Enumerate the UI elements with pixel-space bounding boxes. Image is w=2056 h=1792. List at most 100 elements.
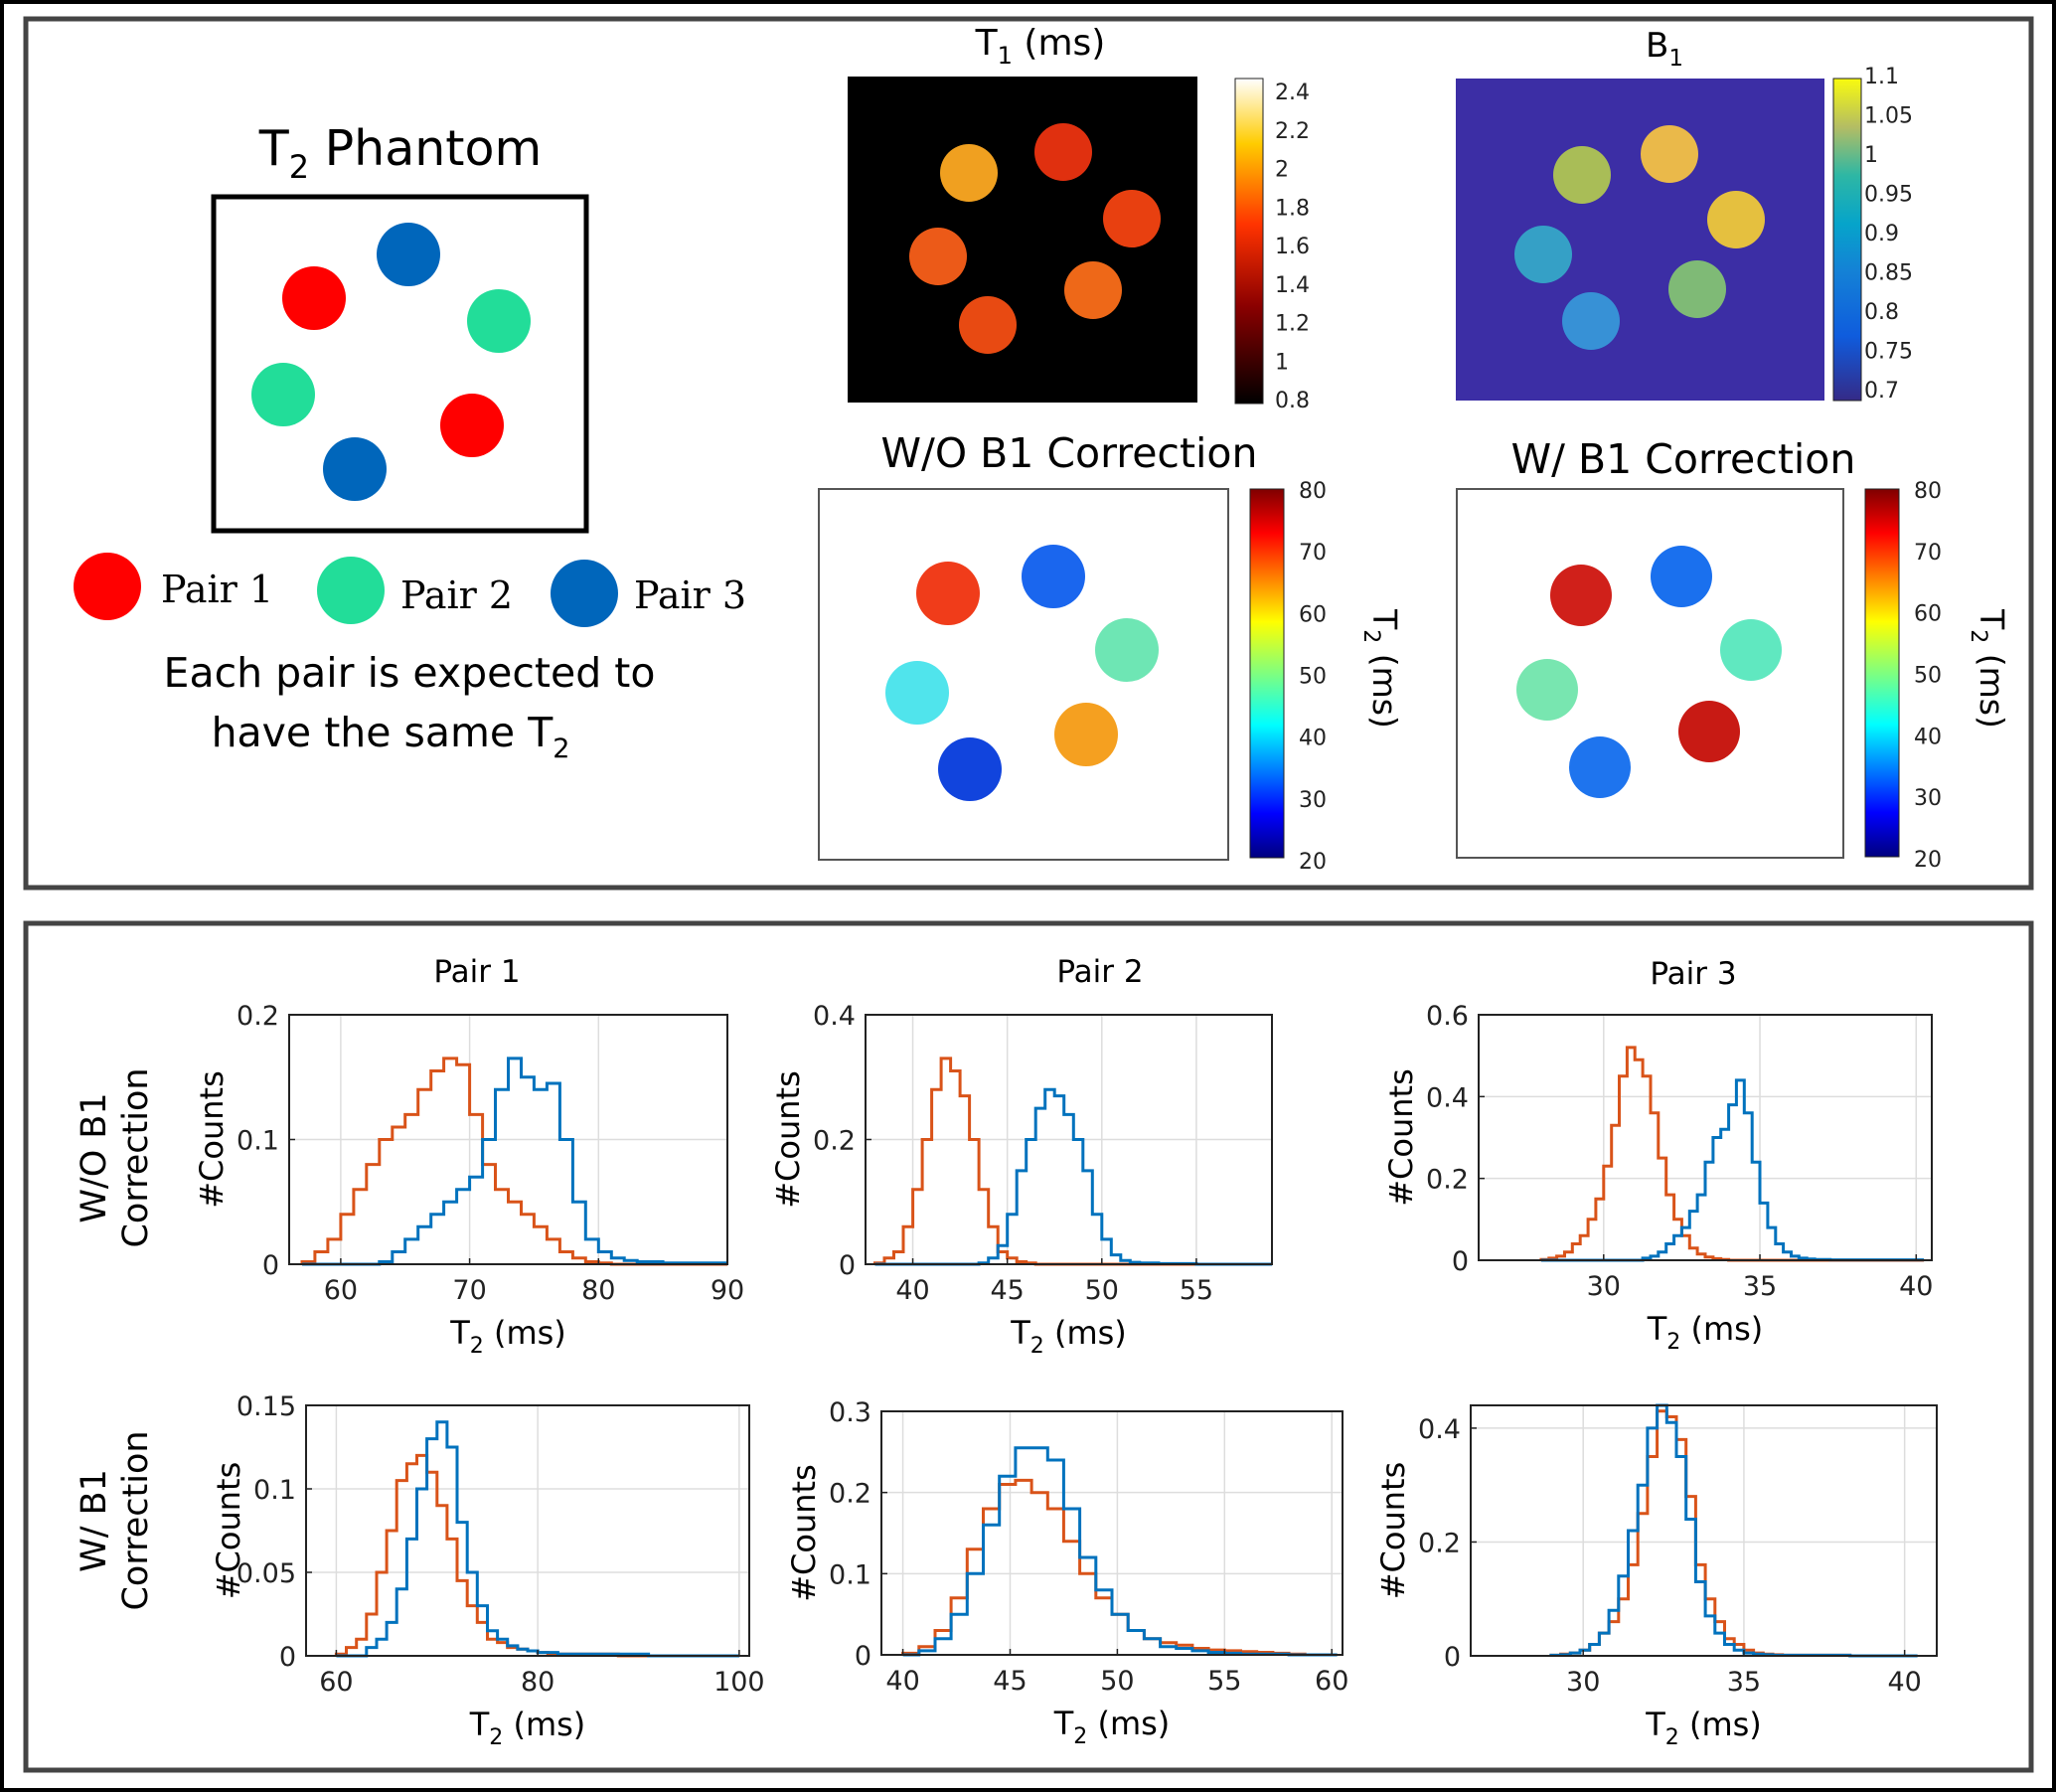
legend-caption-line2: have the same T2 [212, 709, 570, 764]
plot-frame [880, 1410, 1344, 1656]
x-axis-label: T2 (ms) [1645, 1706, 1762, 1750]
x-tick-label: 50 [1100, 1666, 1134, 1697]
y-tick-label: 0.1 [829, 1559, 871, 1590]
x-tick-label: 60 [319, 1667, 353, 1698]
t2-with-colorbar-ticks: 80 70 60 50 40 30 20 [1914, 479, 1942, 873]
x-axis-label: T2 (ms) [1010, 1314, 1127, 1359]
plot-area [1471, 1405, 1937, 1656]
x-axis-label: T2 (ms) [1053, 1705, 1171, 1749]
t2-with-colorbar-label: T2 (ms) [1966, 608, 2011, 729]
x-tick-label: 80 [581, 1275, 615, 1306]
t2-with-title: W/ B1 Correction [1511, 435, 1856, 483]
t1-map-vials [909, 123, 1161, 354]
y-axis-label: #Counts [769, 1070, 807, 1209]
phantom-vial-pair2-b [251, 363, 315, 426]
histogram-pair3-with-correction: 30 35 40 0 0.2 0.4#Counts T2 (ms) [1374, 1403, 1938, 1750]
y-tick-label: 0.1 [237, 1126, 279, 1157]
colorbar-tick-label: 0.8 [1864, 300, 1899, 325]
colorbar-tick-label: 2 [1275, 158, 1289, 183]
b1-map-vials [1514, 125, 1765, 350]
t2c-vial [1651, 546, 1712, 607]
t2-without-image [818, 488, 1229, 861]
t1-colorbar [1234, 78, 1264, 405]
y-axis-label: #Counts [210, 1462, 247, 1600]
t1-vial [940, 144, 998, 202]
colorbar-tick-label: 0.8 [1275, 389, 1310, 413]
x-tick-label: 60 [1315, 1666, 1348, 1697]
b1-vial [1668, 260, 1726, 318]
t2-with-image [1456, 488, 1844, 859]
colorbar-tick-label: 1.1 [1864, 65, 1899, 89]
b1-map-image [1456, 79, 1824, 401]
colorbar-tick-label: 2.2 [1275, 119, 1310, 144]
t1-vial [1103, 190, 1161, 247]
top-panel-frame [23, 16, 2034, 891]
b1-vial [1553, 146, 1611, 204]
x-axis-label: T2 (ms) [449, 1314, 566, 1359]
t2-with-vials [1516, 546, 1782, 798]
colorbar-tick-label: 50 [1914, 664, 1942, 689]
colorbar-tick-label: 0.95 [1864, 183, 1913, 208]
phantom-vial-pair3-a [377, 223, 440, 286]
x-tick-label: 40 [1887, 1667, 1921, 1698]
b1-vial [1514, 226, 1572, 283]
x-tick-label: 30 [1587, 1271, 1621, 1302]
colorbar-tick-label: 1.05 [1864, 104, 1913, 129]
y-tick-label: 0.2 [829, 1479, 871, 1510]
y-tick-label: 0.2 [813, 1126, 856, 1157]
y-tick-label: 0.6 [1426, 1001, 1469, 1032]
legend-caption-line1: Each pair is expected to [164, 649, 656, 697]
y-tick-label: 0.1 [253, 1475, 296, 1506]
phantom-vial-pair1-a [282, 266, 346, 330]
plot-area [306, 1405, 749, 1656]
t1-colorbar-ticks: 2.4 2.2 2 1.8 1.6 1.4 1.2 1 0.8 [1275, 81, 1310, 413]
histogram-series-blue [336, 1420, 739, 1658]
y-tick-label: 0 [1444, 1642, 1461, 1673]
x-tick-label: 35 [1743, 1271, 1777, 1302]
histogram-pair1-without-correction: 60 70 80 90 0 0.1 0.2 #Counts T2 (ms) [193, 1001, 744, 1359]
b1-colorbar [1832, 78, 1862, 402]
histogram-pair3-without-correction: 30 35 40 0 0.2 0.4 0.6 #Counts T2 (ms) [1382, 1001, 1933, 1355]
x-tick-label: 60 [324, 1275, 358, 1306]
histogram-series-blue [302, 1057, 727, 1266]
colorbar-tick-label: 1 [1864, 143, 1878, 168]
y-axis-label: #Counts [1374, 1462, 1412, 1600]
y-tick-label: 0 [855, 1641, 871, 1672]
t2w-vial [1022, 545, 1085, 608]
plot-frame [1478, 1014, 1933, 1261]
x-tick-label: 80 [521, 1667, 554, 1698]
t2w-vial [938, 737, 1002, 801]
x-tick-label: 40 [885, 1666, 919, 1697]
colorbar-tick-label: 70 [1914, 541, 1942, 566]
t2c-vial [1569, 736, 1631, 798]
x-tick-label: 30 [1566, 1667, 1600, 1698]
plot-frame [1470, 1404, 1938, 1657]
t1-vial [959, 296, 1017, 354]
colorbar-tick-label: 30 [1914, 786, 1942, 811]
legend-label-pair2: Pair 2 [400, 573, 513, 617]
b1-vial [1562, 292, 1620, 350]
colorbar-tick-label: 60 [1299, 602, 1327, 627]
t1-vial [1034, 123, 1092, 181]
legend-swatch-pair1 [74, 553, 141, 620]
histogram-pair1-with-correction: 60 80 100 0 0.05 0.1 0.15 #Counts T2 (ms) [210, 1391, 765, 1750]
legend-swatch-pair2 [317, 557, 385, 624]
x-tick-label: 40 [895, 1275, 929, 1306]
x-tick-label: 40 [1899, 1271, 1933, 1302]
b1-vial [1707, 191, 1765, 248]
legend-label-pair1: Pair 1 [161, 568, 273, 611]
colorbar-tick-label: 2.4 [1275, 81, 1310, 105]
plot-area [1479, 1015, 1932, 1260]
t1-map-title: T1 (ms) [975, 23, 1106, 70]
y-tick-label: 0.15 [237, 1391, 296, 1422]
y-tick-label: 0.2 [237, 1001, 279, 1032]
column-title-pair2: Pair 2 [1056, 954, 1143, 990]
row-label-without: W/O B1Correction [75, 1067, 156, 1247]
y-axis-label: #Counts [785, 1464, 823, 1602]
histogram-series-blue [902, 1446, 1338, 1657]
b1-vial [1641, 125, 1698, 183]
colorbar-tick-label: 1 [1275, 350, 1289, 375]
x-tick-label: 55 [1207, 1666, 1241, 1697]
t2w-vial [885, 661, 949, 725]
